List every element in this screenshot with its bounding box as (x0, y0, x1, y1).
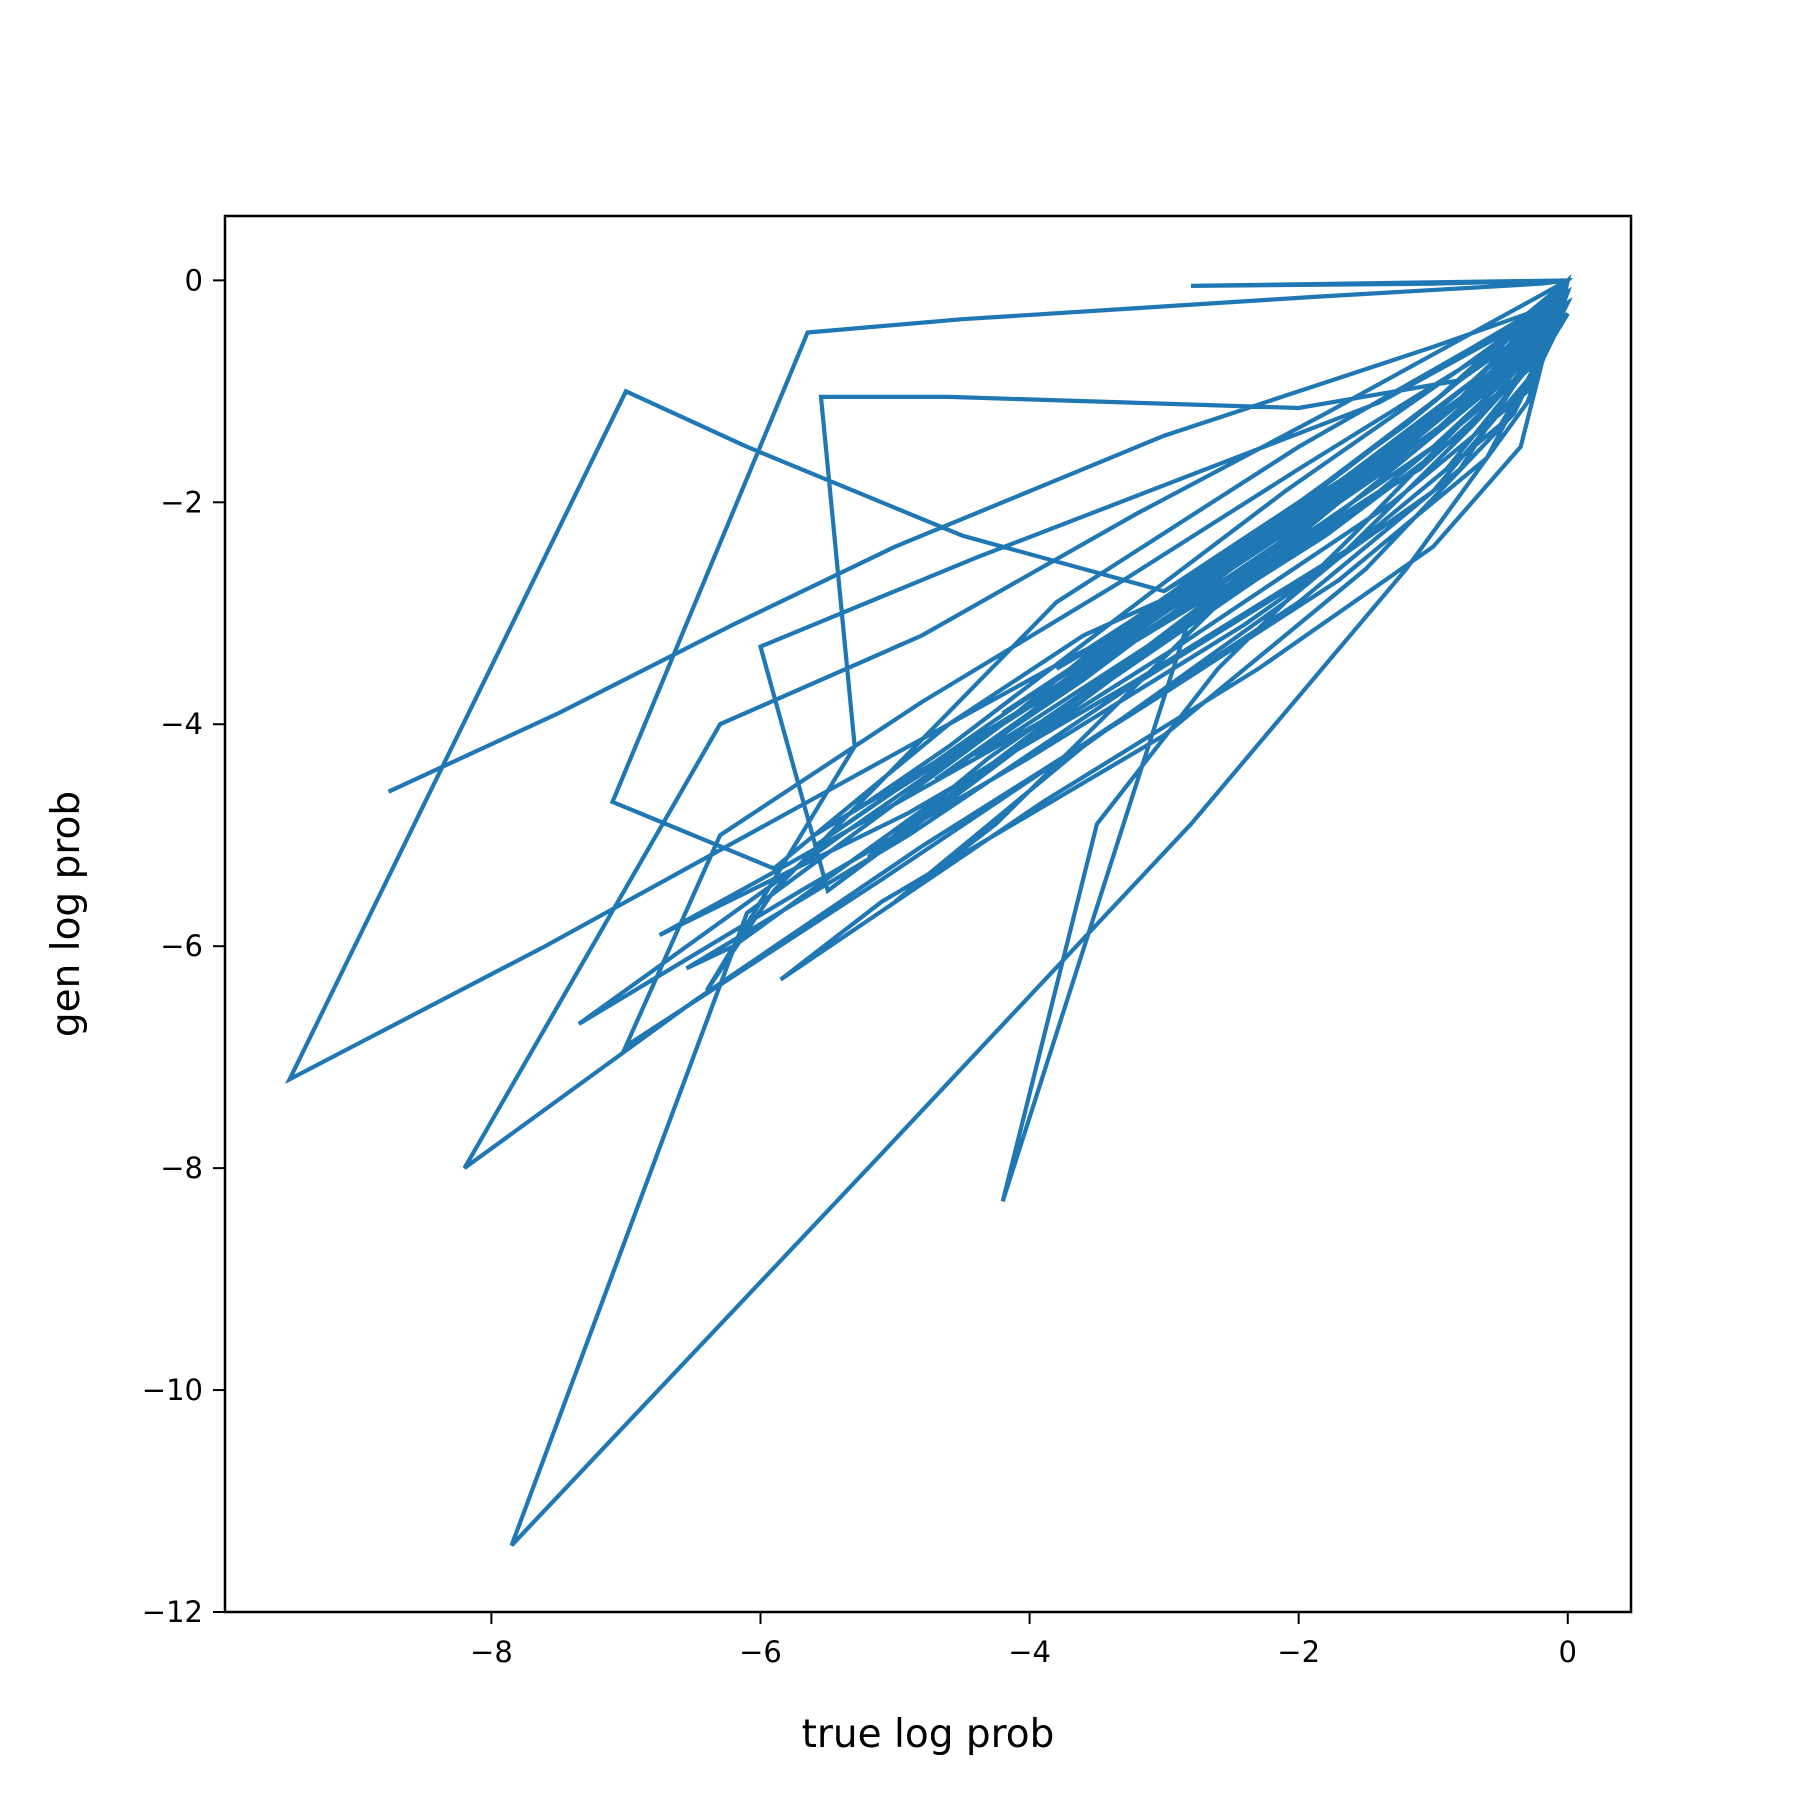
y-tick-label: −4 (160, 707, 203, 741)
x-tick-label: −4 (1008, 1635, 1051, 1669)
x-tick-label: −8 (470, 1635, 513, 1669)
x-tick-label: −2 (1277, 1635, 1320, 1669)
series-layer (284, 274, 1574, 1547)
y-tick-label: −10 (142, 1373, 203, 1407)
x-tick-label: −6 (739, 1635, 782, 1669)
x-axis: −8 −6 −4 −2 0 (470, 1612, 1577, 1669)
x-tick-label: 0 (1559, 1635, 1577, 1669)
series-line-0 (284, 274, 1574, 1547)
y-tick-label: −8 (160, 1151, 203, 1185)
plot-frame (223, 214, 1633, 1614)
y-axis: 0 −2 −4 −6 −8 −10 −12 (142, 263, 225, 1629)
y-tick-label: −2 (160, 485, 203, 519)
y-tick-label: −12 (142, 1595, 203, 1629)
y-axis-label: gen log prob (44, 791, 89, 1037)
y-tick-label: −6 (160, 929, 203, 963)
x-axis-label: true log prob (802, 1712, 1055, 1757)
y-tick-label: 0 (185, 263, 203, 297)
